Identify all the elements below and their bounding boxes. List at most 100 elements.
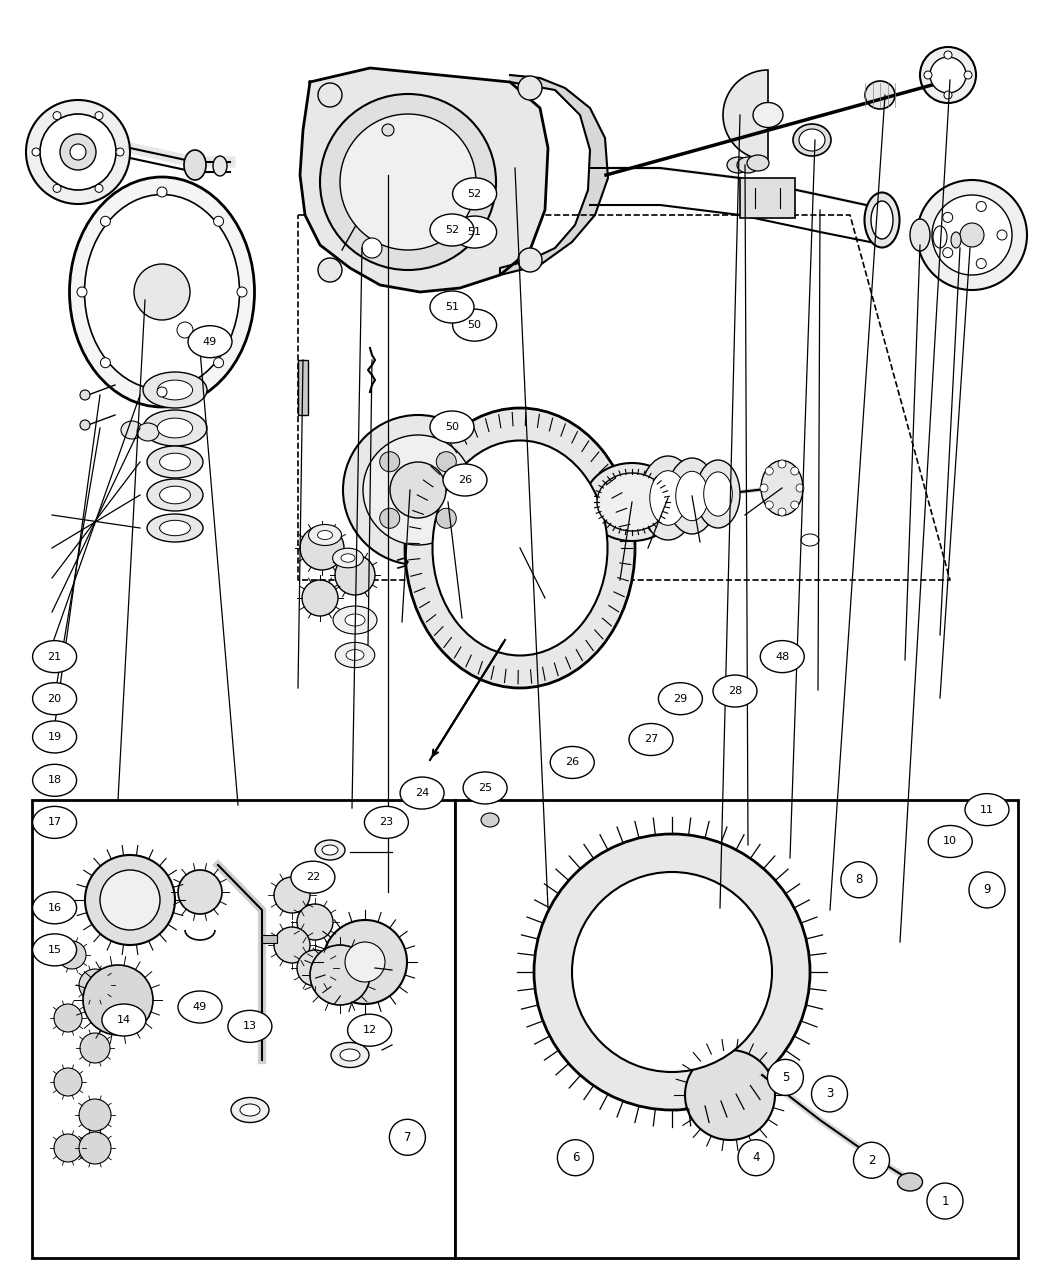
Circle shape [101, 358, 110, 367]
Text: 2: 2 [867, 1154, 876, 1167]
Text: 18: 18 [47, 775, 62, 785]
Ellipse shape [761, 460, 803, 515]
Circle shape [158, 187, 167, 198]
Circle shape [237, 287, 247, 297]
Text: 19: 19 [47, 732, 62, 742]
Ellipse shape [345, 615, 365, 626]
Ellipse shape [597, 473, 667, 530]
Ellipse shape [33, 764, 77, 797]
Ellipse shape [340, 1049, 360, 1061]
Ellipse shape [346, 649, 364, 660]
Text: 16: 16 [47, 903, 62, 913]
Text: 13: 13 [243, 1021, 257, 1031]
Circle shape [760, 484, 768, 492]
Text: 28: 28 [728, 686, 742, 696]
Ellipse shape [317, 530, 333, 539]
Text: 7: 7 [403, 1131, 412, 1144]
Ellipse shape [33, 682, 77, 715]
Text: 14: 14 [117, 1015, 131, 1025]
Circle shape [768, 1060, 803, 1095]
Polygon shape [500, 75, 608, 275]
Circle shape [70, 144, 86, 159]
Ellipse shape [213, 156, 227, 176]
Circle shape [362, 238, 382, 258]
Ellipse shape [629, 723, 673, 756]
Ellipse shape [872, 201, 892, 238]
Circle shape [969, 872, 1005, 908]
Text: 49: 49 [193, 1002, 207, 1012]
Ellipse shape [951, 232, 961, 249]
Ellipse shape [231, 1098, 269, 1122]
Bar [262, 935, 277, 943]
Text: 23: 23 [379, 817, 394, 827]
Text: 3: 3 [825, 1088, 834, 1100]
Ellipse shape [400, 776, 444, 810]
Circle shape [80, 1033, 110, 1063]
Text: 5: 5 [781, 1071, 790, 1084]
Circle shape [944, 51, 952, 59]
Circle shape [738, 1140, 774, 1176]
Circle shape [177, 323, 193, 338]
Circle shape [345, 942, 385, 982]
Ellipse shape [333, 548, 363, 567]
Circle shape [52, 112, 61, 120]
Ellipse shape [453, 177, 497, 210]
Circle shape [134, 264, 190, 320]
Circle shape [534, 834, 810, 1111]
Ellipse shape [864, 193, 900, 247]
Circle shape [791, 501, 799, 509]
Circle shape [323, 921, 407, 1003]
Ellipse shape [158, 380, 192, 400]
Ellipse shape [865, 82, 895, 108]
Circle shape [100, 870, 160, 929]
Circle shape [302, 580, 338, 616]
Text: 12: 12 [362, 1025, 377, 1035]
Circle shape [518, 76, 542, 99]
Ellipse shape [640, 456, 696, 541]
Ellipse shape [760, 640, 804, 673]
Circle shape [943, 247, 952, 258]
Circle shape [976, 259, 986, 269]
Ellipse shape [341, 553, 355, 562]
Text: 10: 10 [943, 836, 958, 847]
Ellipse shape [453, 309, 497, 342]
Circle shape [685, 1051, 775, 1140]
Circle shape [998, 230, 1007, 240]
Text: 17: 17 [47, 817, 62, 827]
Ellipse shape [240, 1104, 260, 1116]
Ellipse shape [160, 486, 190, 504]
Ellipse shape [333, 606, 377, 634]
Ellipse shape [160, 520, 190, 536]
Ellipse shape [430, 291, 474, 323]
Circle shape [943, 213, 952, 222]
Circle shape [83, 965, 153, 1035]
Circle shape [85, 856, 175, 945]
Ellipse shape [676, 472, 709, 520]
Circle shape [80, 419, 90, 430]
Circle shape [54, 1003, 82, 1031]
Circle shape [390, 1119, 425, 1155]
Circle shape [94, 112, 103, 120]
Ellipse shape [737, 157, 759, 173]
Circle shape [318, 83, 342, 107]
Ellipse shape [184, 150, 206, 180]
Bar [32, 799, 455, 1258]
Text: 51: 51 [445, 302, 459, 312]
Ellipse shape [315, 840, 345, 861]
Circle shape [796, 484, 804, 492]
Circle shape [380, 451, 400, 472]
Circle shape [80, 390, 90, 400]
Circle shape [94, 185, 103, 193]
Ellipse shape [188, 325, 232, 358]
Text: 50: 50 [467, 320, 482, 330]
Circle shape [932, 195, 1012, 275]
Ellipse shape [331, 1043, 369, 1067]
Ellipse shape [364, 806, 408, 839]
Circle shape [778, 507, 786, 516]
Ellipse shape [430, 214, 474, 246]
Circle shape [318, 258, 342, 282]
Circle shape [930, 57, 966, 93]
Ellipse shape [550, 746, 594, 779]
Bar [455, 799, 1018, 1258]
Circle shape [960, 223, 984, 247]
